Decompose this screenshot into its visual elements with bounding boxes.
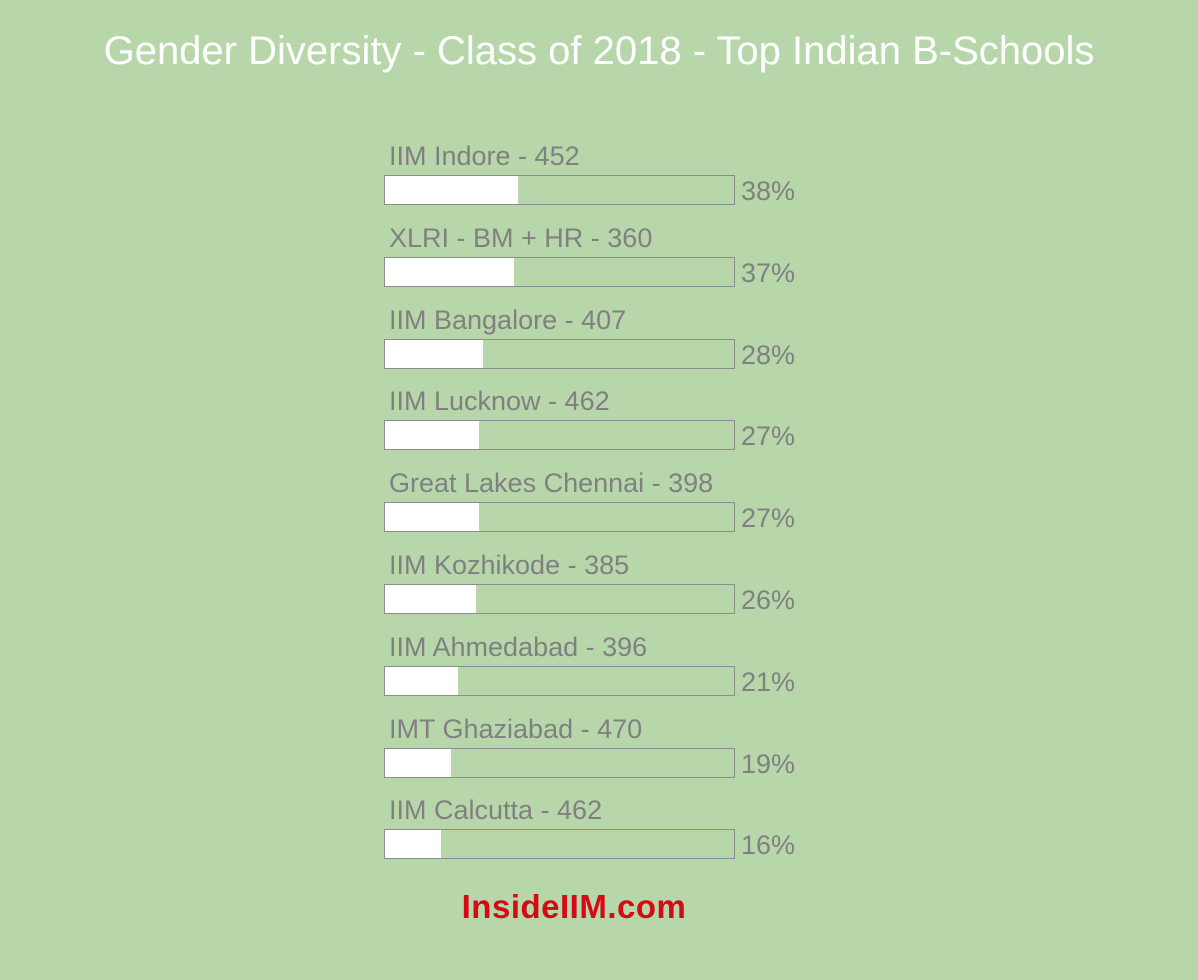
- bar: [385, 421, 480, 450]
- bar-row: IIM Ahmedabad - 396 21%: [384, 629, 824, 711]
- bar-track: [384, 256, 735, 287]
- bar-row: IIM Indore - 452 38%: [384, 138, 824, 220]
- data-label: 19%: [741, 748, 796, 779]
- bar: [385, 257, 515, 286]
- bar-track: [384, 583, 735, 614]
- data-label: 27%: [741, 503, 796, 534]
- category-label: IMT Ghaziabad - 470: [389, 713, 643, 744]
- data-label: 27%: [741, 421, 796, 452]
- data-label: 21%: [741, 666, 796, 697]
- bar-row: IIM Kozhikode - 385 26%: [384, 547, 824, 629]
- bar-track: [384, 420, 735, 451]
- chart-title: Gender Diversity - Class of 2018 - Top I…: [103, 29, 1095, 73]
- bar: [385, 830, 441, 859]
- category-label: Great Lakes Chennai - 398: [389, 468, 714, 499]
- bar-row: IIM Bangalore - 407 28%: [384, 302, 824, 384]
- bar-track: [384, 338, 735, 369]
- bar: [385, 666, 459, 695]
- bar-track: [384, 665, 735, 696]
- category-label: IIM Kozhikode - 385: [389, 549, 630, 580]
- bar: [385, 584, 476, 613]
- category-label: XLRI - BM + HR - 360: [389, 222, 653, 253]
- data-label: 28%: [741, 339, 796, 370]
- data-label: 16%: [741, 830, 796, 861]
- brand-logo: InsideIIM.com: [461, 888, 687, 925]
- bar-track: [384, 175, 735, 205]
- data-label: 26%: [741, 584, 796, 615]
- bar: [385, 503, 480, 532]
- category-label: IIM Indore - 452: [389, 141, 580, 171]
- bar: [385, 339, 483, 368]
- bar-row: IMT Ghaziabad - 470 19%: [384, 711, 824, 793]
- data-label: 38%: [741, 176, 796, 206]
- bar: [385, 748, 452, 777]
- bar-track: [384, 502, 735, 533]
- bar-row: IIM Calcutta - 462 16%: [384, 792, 824, 874]
- bar-track: [384, 747, 735, 778]
- category-label: IIM Calcutta - 462: [389, 795, 603, 826]
- data-label: 37%: [741, 257, 796, 288]
- bar: [385, 176, 518, 204]
- bar-row: XLRI - BM + HR - 360 37%: [384, 220, 824, 302]
- bar-row: IIM Lucknow - 462 27%: [384, 383, 824, 465]
- category-label: IIM Bangalore - 407: [389, 304, 627, 335]
- category-label: IIM Lucknow - 462: [389, 386, 610, 417]
- bar-chart: IIM Indore - 452 38% XLRI - BM + HR - 360 3…: [384, 138, 824, 874]
- bar-row: Great Lakes Chennai - 398 27%: [384, 465, 824, 547]
- category-label: IIM Ahmedabad - 396: [389, 631, 648, 662]
- bar-track: [384, 829, 735, 860]
